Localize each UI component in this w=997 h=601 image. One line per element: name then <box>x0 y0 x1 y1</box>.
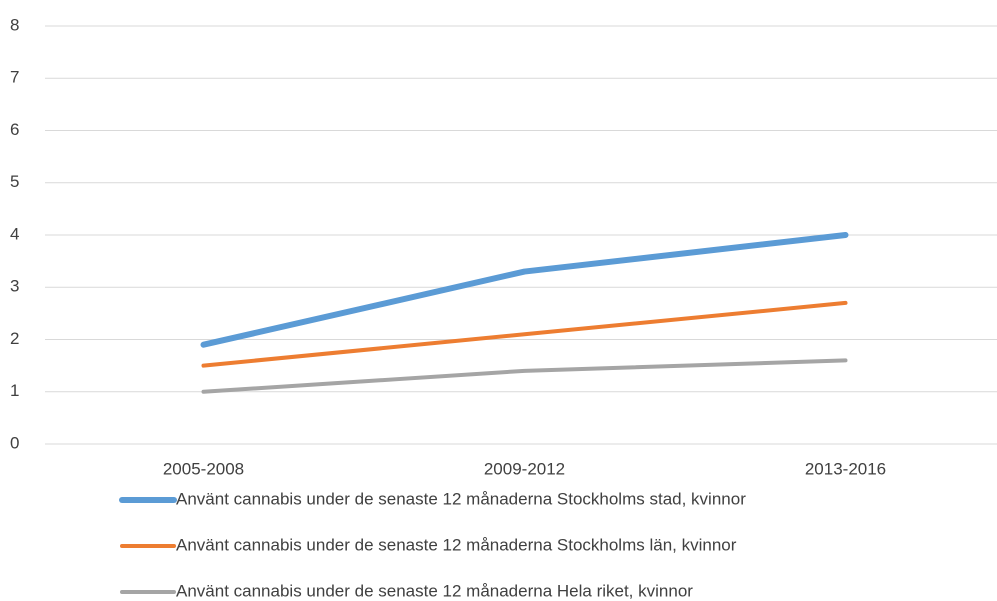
x-tick-label: 2013-2016 <box>805 459 886 478</box>
x-tick-label: 2009-2012 <box>484 459 565 478</box>
y-tick-label: 3 <box>10 277 19 296</box>
y-tick-label: 4 <box>10 224 19 243</box>
legend-label: Använt cannabis under de senaste 12 måna… <box>176 535 737 554</box>
y-tick-label: 8 <box>10 15 19 34</box>
legend-label: Använt cannabis under de senaste 12 måna… <box>176 581 693 600</box>
legend-label: Använt cannabis under de senaste 12 måna… <box>176 489 746 508</box>
data-line <box>200 232 849 348</box>
y-tick-label: 1 <box>10 381 19 400</box>
data-line <box>201 300 848 368</box>
y-tick-label: 7 <box>10 68 19 87</box>
y-tick-label: 5 <box>10 172 19 191</box>
y-tick-label: 0 <box>10 433 19 452</box>
y-tick-label: 2 <box>10 329 19 348</box>
data-line <box>201 358 848 394</box>
x-tick-label: 2005-2008 <box>163 459 244 478</box>
y-tick-label: 6 <box>10 120 19 139</box>
